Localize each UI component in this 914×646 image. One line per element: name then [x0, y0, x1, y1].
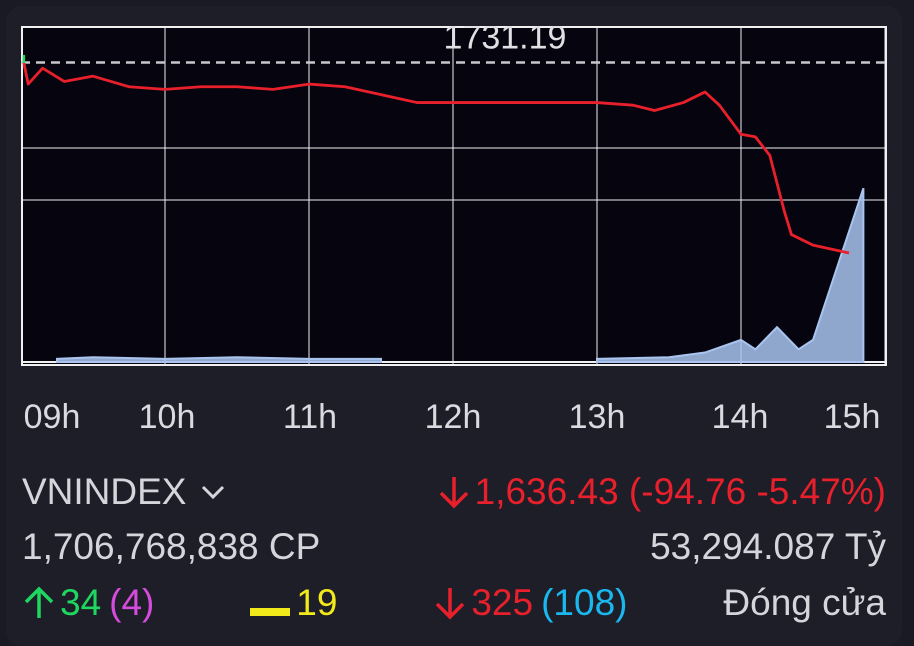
- x-tick-label: 10h: [138, 398, 196, 436]
- index-selector[interactable]: VNINDEX: [22, 471, 226, 513]
- x-tick-label: 14h: [711, 398, 769, 436]
- chevron-down-icon: [200, 484, 226, 500]
- decliners-group: 325 (108): [433, 582, 627, 624]
- chart-svg: 1731.19: [21, 26, 887, 366]
- x-tick-label: 13h: [568, 398, 626, 436]
- price-change-text: 1,636.43 (-94.76 -5.47%): [474, 471, 886, 512]
- total-volume: 1,706,768,838 CP: [22, 526, 321, 567]
- chart-border: [21, 26, 887, 366]
- x-tick-label: 11h: [282, 398, 338, 436]
- volume-area: [56, 187, 865, 363]
- floor-count: (108): [541, 582, 628, 623]
- total-value: 53,294.087 Tỷ: [650, 526, 886, 567]
- chart-background: [21, 26, 887, 366]
- ceiling-count: (4): [109, 582, 155, 623]
- reference-label: 1731.19: [444, 26, 567, 56]
- market-status: Đóng cửa: [723, 582, 886, 623]
- reference-bar-icon: [250, 608, 291, 616]
- arrow-down-icon: [437, 474, 471, 510]
- index-chart[interactable]: 1731.19: [21, 26, 887, 366]
- volume-afternoon: [596, 187, 865, 363]
- unchanged-group: 19: [250, 582, 337, 624]
- advancers-group: 34 (4): [22, 582, 154, 624]
- x-tick-label: 15h: [823, 398, 881, 436]
- decliners-count: 325: [471, 582, 534, 623]
- unchanged-count: 19: [296, 582, 338, 623]
- x-tick-label: 09h: [23, 398, 81, 436]
- volume-morning: [56, 356, 382, 363]
- index-name: VNINDEX: [22, 471, 187, 512]
- price-series: [22, 54, 850, 255]
- x-axis-labels: 09h 10h 11h 12h 13h 14h 15h: [0, 398, 914, 448]
- price-line-0: [22, 62, 850, 255]
- index-summary-row: VNINDEX 1,636.43 (-94.76 -5.47%): [22, 467, 886, 517]
- x-tick-label: 12h: [424, 398, 482, 436]
- index-price: 1,636.43 (-94.76 -5.47%): [437, 471, 886, 513]
- arrow-down-icon: [433, 585, 467, 621]
- breadth-row: 34 (4) 19 325 (108) Đóng cửa: [22, 578, 886, 628]
- volume-row: 1,706,768,838 CP 53,294.087 Tỷ: [22, 522, 886, 572]
- advancers-count: 34: [60, 582, 102, 623]
- arrow-up-icon: [22, 585, 56, 621]
